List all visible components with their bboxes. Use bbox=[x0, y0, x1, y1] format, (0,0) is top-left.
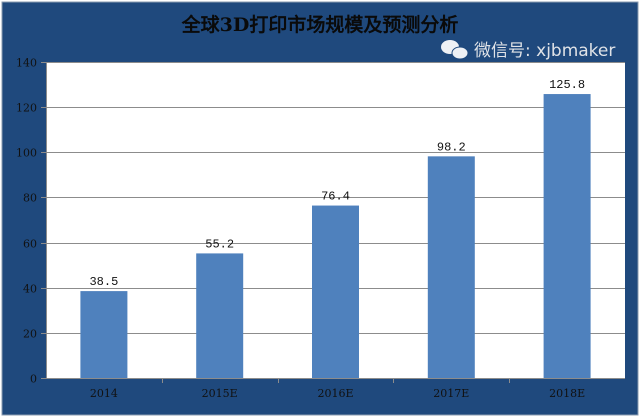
x-tick-label: 2017E bbox=[433, 387, 469, 400]
data-label: 125.8 bbox=[549, 78, 585, 92]
bar-2015E bbox=[196, 253, 244, 378]
y-tick-label: 20 bbox=[23, 328, 37, 341]
bar-2018E bbox=[543, 94, 591, 379]
data-label: 55.2 bbox=[205, 237, 234, 251]
chart-title: 全球3D打印市场规模及预测分析 bbox=[181, 13, 459, 36]
x-tick-label: 2016E bbox=[317, 387, 353, 400]
bar-2017E bbox=[427, 156, 475, 378]
y-tick-label: 80 bbox=[23, 192, 37, 205]
x-tick-label: 2014 bbox=[90, 387, 118, 400]
y-tick-label: 60 bbox=[23, 238, 37, 251]
bar-2014 bbox=[80, 291, 128, 378]
y-tick-label: 140 bbox=[16, 57, 37, 70]
y-tick-label: 100 bbox=[16, 147, 37, 160]
bar-2016E bbox=[312, 205, 359, 378]
watermark-text: 微信号: xjbmaker bbox=[474, 41, 615, 61]
y-tick-label: 120 bbox=[16, 102, 37, 115]
wechat-icon bbox=[441, 40, 469, 60]
x-tick-label: 2015E bbox=[202, 387, 238, 400]
data-label: 98.2 bbox=[437, 140, 466, 154]
data-label: 76.4 bbox=[321, 190, 350, 204]
watermark: 微信号: xjbmaker bbox=[441, 40, 615, 61]
y-tick-label: 0 bbox=[30, 373, 37, 386]
y-tick-label: 40 bbox=[23, 283, 37, 296]
data-label: 38.5 bbox=[89, 275, 118, 289]
x-tick-label: 2018E bbox=[549, 387, 585, 400]
